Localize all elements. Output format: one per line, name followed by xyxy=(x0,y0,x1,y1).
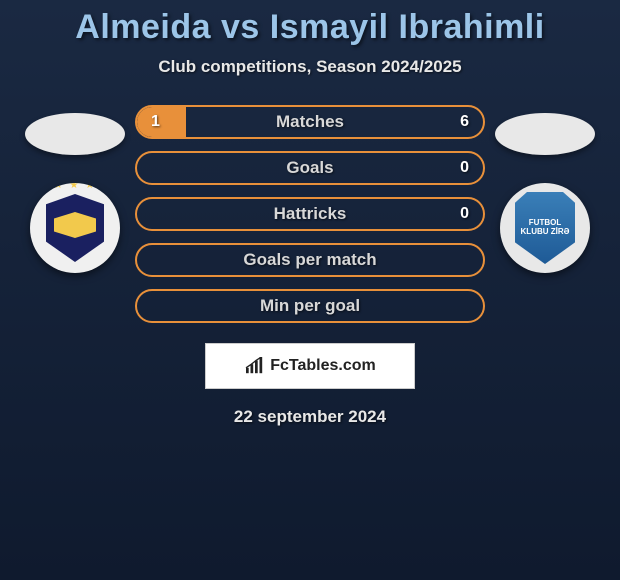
club-badge-right: FUTBOL KLUBU ZİRƏ xyxy=(500,183,590,273)
brand-box[interactable]: FcTables.com xyxy=(205,343,415,389)
club-badge-right-text: FUTBOL KLUBU ZİRƏ xyxy=(515,219,575,237)
comparison-widget: Almeida vs Ismayil Ibrahimli Club compet… xyxy=(0,0,620,427)
stat-bar: 1Matches6 xyxy=(135,105,485,139)
stat-label: Matches xyxy=(137,112,483,132)
club-badge-left: ★ ★ ★ xyxy=(30,183,120,273)
stat-label: Hattricks xyxy=(137,204,483,224)
left-player-column: ★ ★ ★ xyxy=(15,105,135,273)
stats-column: 1Matches6Goals0Hattricks0Goals per match… xyxy=(135,105,485,323)
stat-value-right: 0 xyxy=(460,159,469,177)
player-avatar-left xyxy=(25,113,125,155)
stat-value-right: 6 xyxy=(460,113,469,131)
main-row: ★ ★ ★ 1Matches6Goals0Hattricks0Goals per… xyxy=(0,105,620,323)
shield-icon-left xyxy=(46,194,104,262)
player-avatar-right xyxy=(495,113,595,155)
right-player-column: FUTBOL KLUBU ZİRƏ xyxy=(485,105,605,273)
page-subtitle: Club competitions, Season 2024/2025 xyxy=(158,57,461,77)
stat-label: Goals xyxy=(137,158,483,178)
page-title: Almeida vs Ismayil Ibrahimli xyxy=(75,8,544,47)
chart-icon xyxy=(244,357,266,375)
stat-bar: Goals per match xyxy=(135,243,485,277)
stars-icon: ★ ★ ★ xyxy=(46,183,104,191)
stat-label: Min per goal xyxy=(137,296,483,316)
footer-date: 22 september 2024 xyxy=(234,407,386,427)
stat-label: Goals per match xyxy=(137,250,483,270)
stat-bar: Hattricks0 xyxy=(135,197,485,231)
brand-label: FcTables.com xyxy=(270,357,376,375)
stat-value-right: 0 xyxy=(460,205,469,223)
stat-bar: Goals0 xyxy=(135,151,485,185)
shield-icon-right: FUTBOL KLUBU ZİRƏ xyxy=(515,192,575,264)
stat-bar: Min per goal xyxy=(135,289,485,323)
